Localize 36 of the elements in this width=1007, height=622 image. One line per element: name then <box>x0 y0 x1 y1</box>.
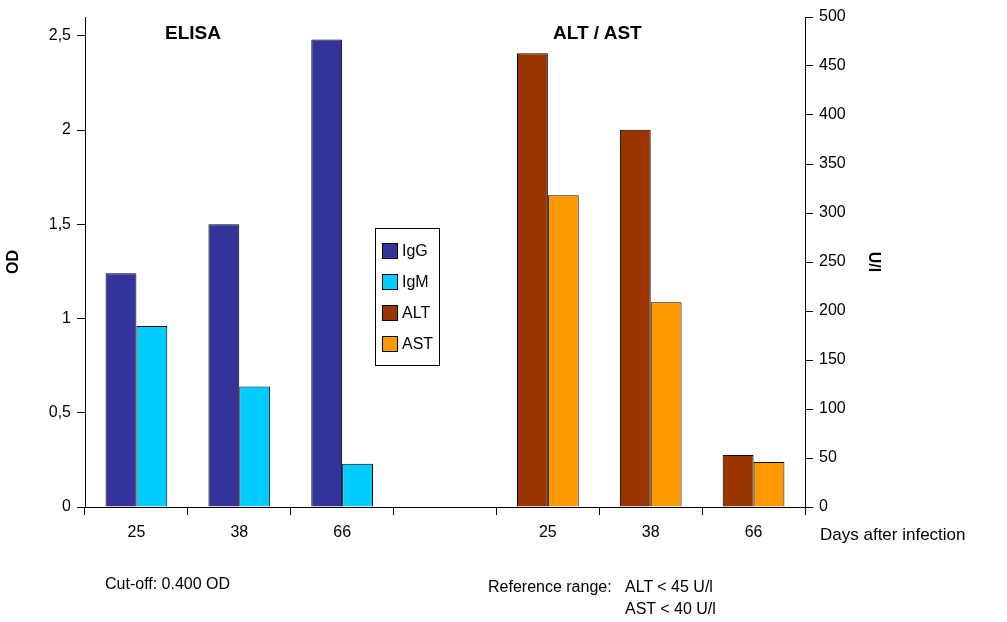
y-tick-label: 0,5 <box>48 403 72 421</box>
y-tick-label: 1,5 <box>48 214 72 232</box>
x-tick-label: 25 <box>538 523 557 541</box>
y2-axis-title: U/l <box>865 251 883 273</box>
text: Cut-off: 0.400 OD <box>105 575 231 593</box>
y2-tick-label: 350 <box>819 154 846 172</box>
annotation: ELISA <box>165 22 221 44</box>
y2-tick-label: 500 <box>819 7 846 25</box>
y-tick-label: 1 <box>62 308 72 326</box>
y2-tick-label: 0 <box>819 497 828 515</box>
annotation: ALT / AST <box>553 22 642 44</box>
x-axis-title: Days after infection <box>820 525 966 545</box>
y-tick-label: 0 <box>62 497 72 515</box>
y-tick-label: 2 <box>62 120 72 138</box>
y-axis-title: OD <box>4 250 22 274</box>
x-tick-label: 25 <box>127 523 146 541</box>
x-tick-label: 38 <box>641 523 660 541</box>
y-tick-label: 2,5 <box>48 26 72 44</box>
text: AST < 40 U/l <box>625 600 716 618</box>
x-tick-label: 66 <box>333 523 352 541</box>
x-tick-label: 38 <box>230 523 249 541</box>
x-tick-label: 66 <box>744 523 763 541</box>
text: ALT < 45 U/l <box>625 578 713 596</box>
legend-label: IgG <box>402 241 428 260</box>
legend-label: AST <box>402 334 434 353</box>
text: Reference range: <box>488 578 612 596</box>
legend-label: ALT <box>402 303 431 322</box>
y2-tick-label: 400 <box>819 105 846 123</box>
legend-label: IgM <box>402 272 429 291</box>
y2-tick-label: 450 <box>819 56 846 74</box>
y2-tick-label: 200 <box>819 301 846 319</box>
y2-tick-label: 150 <box>819 350 846 368</box>
y2-tick-label: 250 <box>819 252 846 270</box>
y2-tick-label: 100 <box>819 399 846 417</box>
y2-tick-label: 50 <box>819 448 837 466</box>
y2-tick-label: 300 <box>819 203 846 221</box>
